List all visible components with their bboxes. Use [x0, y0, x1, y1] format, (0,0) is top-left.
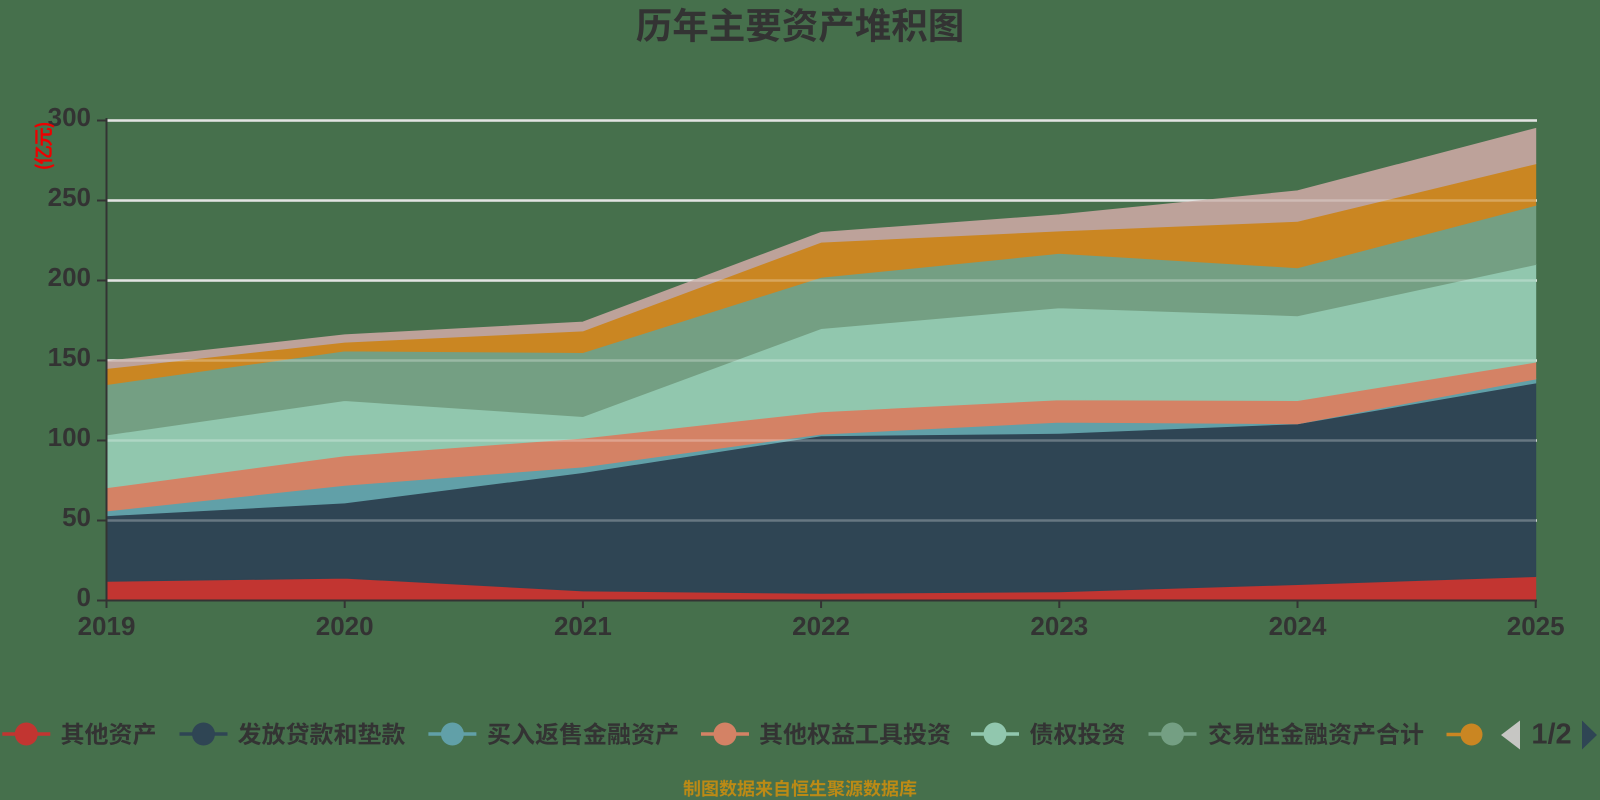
svg-text:300: 300 [48, 102, 91, 132]
svg-text:0: 0 [77, 582, 91, 612]
svg-text:1/2: 1/2 [1531, 719, 1571, 751]
svg-text:50: 50 [62, 502, 91, 532]
svg-text:100: 100 [48, 422, 91, 452]
svg-text:2021: 2021 [554, 611, 612, 641]
svg-text:2023: 2023 [1030, 611, 1088, 641]
svg-text:2025: 2025 [1507, 611, 1565, 641]
svg-text:2022: 2022 [792, 611, 850, 641]
svg-text:200: 200 [48, 262, 91, 292]
svg-text:2020: 2020 [316, 611, 374, 641]
svg-text:2024: 2024 [1269, 611, 1327, 641]
svg-text:250: 250 [48, 182, 91, 212]
svg-text:150: 150 [48, 342, 91, 372]
svg-text:2019: 2019 [78, 611, 136, 641]
